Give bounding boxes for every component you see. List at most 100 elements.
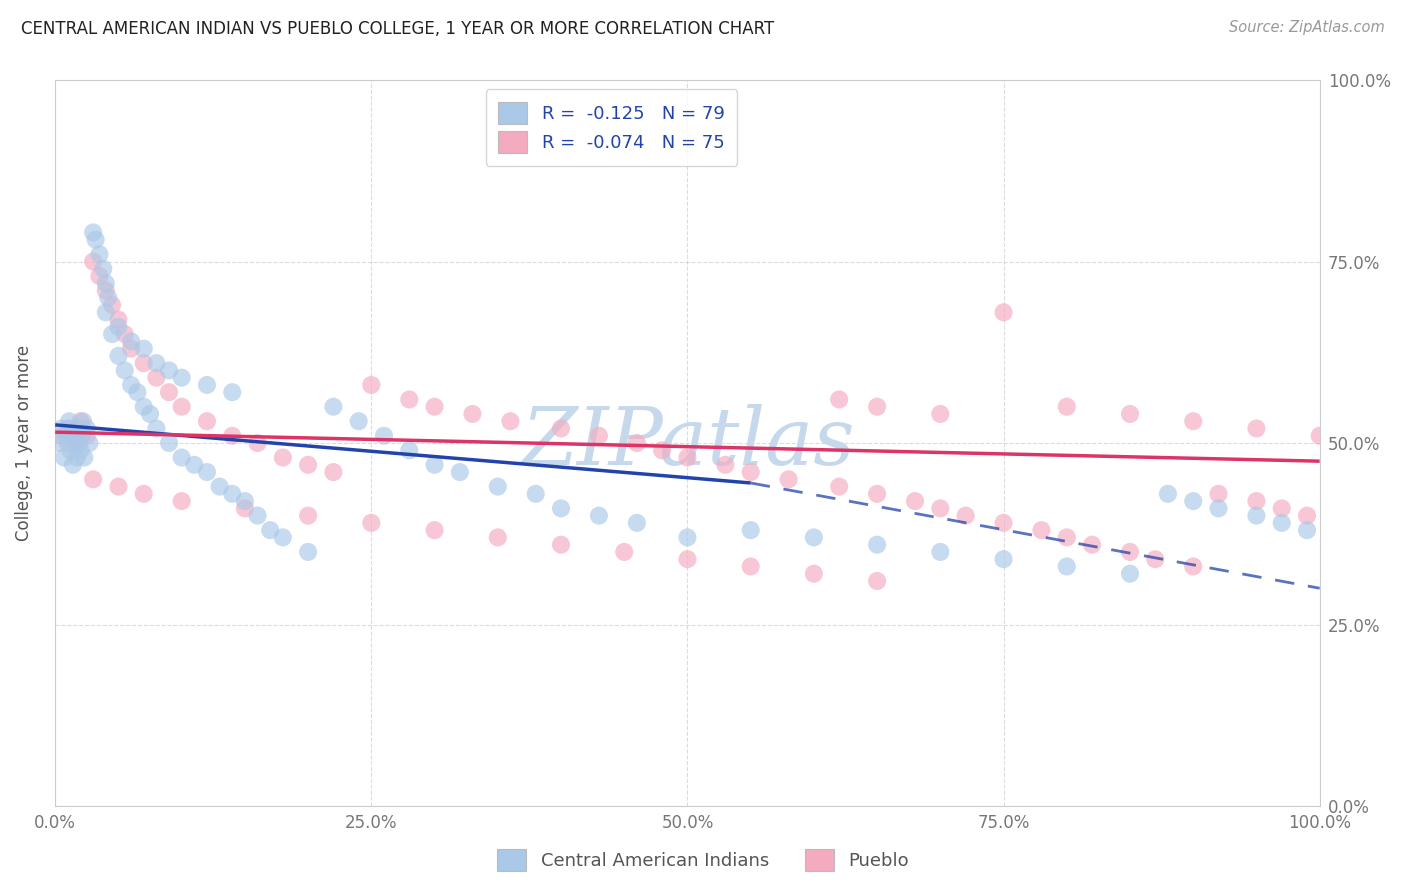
Point <box>183 458 205 472</box>
Point <box>588 508 610 523</box>
Text: ZIPatlas: ZIPatlas <box>520 404 855 482</box>
Point <box>73 450 96 465</box>
Point <box>1296 508 1319 523</box>
Point <box>233 494 256 508</box>
Point <box>70 429 93 443</box>
Point <box>866 400 889 414</box>
Point <box>347 414 370 428</box>
Point <box>120 334 142 349</box>
Point <box>157 363 180 377</box>
Point <box>114 363 136 377</box>
Point <box>82 226 104 240</box>
Point <box>157 385 180 400</box>
Point <box>461 407 484 421</box>
Point <box>676 552 699 566</box>
Point <box>63 429 86 443</box>
Point <box>1271 516 1294 530</box>
Text: Source: ZipAtlas.com: Source: ZipAtlas.com <box>1229 20 1385 35</box>
Point <box>740 523 762 537</box>
Point <box>170 494 193 508</box>
Point <box>246 508 269 523</box>
Point <box>613 545 636 559</box>
Point <box>120 378 142 392</box>
Point <box>993 305 1015 319</box>
Point <box>107 319 129 334</box>
Point <box>76 429 98 443</box>
Point <box>145 356 167 370</box>
Point <box>297 545 319 559</box>
Point <box>139 407 162 421</box>
Point <box>803 530 825 544</box>
Point <box>740 465 762 479</box>
Point <box>89 268 111 283</box>
Point <box>132 400 155 414</box>
Point <box>170 370 193 384</box>
Point <box>550 421 572 435</box>
Point <box>993 552 1015 566</box>
Point <box>132 487 155 501</box>
Point <box>360 516 382 530</box>
Point <box>84 233 107 247</box>
Point <box>626 436 648 450</box>
Point <box>51 421 73 435</box>
Point <box>91 261 114 276</box>
Point <box>271 530 294 544</box>
Point <box>423 523 446 537</box>
Point <box>486 530 509 544</box>
Point <box>107 349 129 363</box>
Point <box>1246 508 1268 523</box>
Point <box>499 414 522 428</box>
Point <box>449 465 471 479</box>
Point <box>170 400 193 414</box>
Point <box>1309 429 1331 443</box>
Point <box>955 508 977 523</box>
Point <box>1157 487 1180 501</box>
Point <box>1182 414 1205 428</box>
Point <box>1119 545 1142 559</box>
Point <box>929 407 952 421</box>
Point <box>550 501 572 516</box>
Point <box>233 501 256 516</box>
Point <box>1246 421 1268 435</box>
Point <box>398 443 420 458</box>
Point <box>486 480 509 494</box>
Legend: Central American Indians, Pueblo: Central American Indians, Pueblo <box>489 842 917 879</box>
Point <box>101 327 124 342</box>
Point <box>59 443 82 458</box>
Point <box>866 538 889 552</box>
Point <box>1246 494 1268 508</box>
Point <box>66 450 89 465</box>
Point <box>714 458 737 472</box>
Point <box>94 277 117 291</box>
Point <box>929 501 952 516</box>
Point <box>62 458 84 472</box>
Point <box>66 421 89 435</box>
Point <box>676 530 699 544</box>
Point <box>740 559 762 574</box>
Point <box>588 429 610 443</box>
Point <box>82 254 104 268</box>
Point <box>373 429 395 443</box>
Point <box>107 480 129 494</box>
Point <box>259 523 281 537</box>
Point <box>101 298 124 312</box>
Point <box>195 465 218 479</box>
Point <box>145 421 167 435</box>
Point <box>94 305 117 319</box>
Point <box>828 392 851 407</box>
Point <box>550 538 572 552</box>
Point <box>1031 523 1053 537</box>
Point <box>72 414 94 428</box>
Point <box>322 400 344 414</box>
Point <box>76 421 98 435</box>
Point <box>89 247 111 261</box>
Point <box>626 516 648 530</box>
Point <box>127 385 149 400</box>
Point <box>778 472 800 486</box>
Point <box>157 436 180 450</box>
Point <box>114 327 136 342</box>
Legend: R =  -0.125   N = 79, R =  -0.074   N = 75: R = -0.125 N = 79, R = -0.074 N = 75 <box>486 89 737 166</box>
Point <box>423 400 446 414</box>
Point <box>1119 566 1142 581</box>
Point <box>1081 538 1104 552</box>
